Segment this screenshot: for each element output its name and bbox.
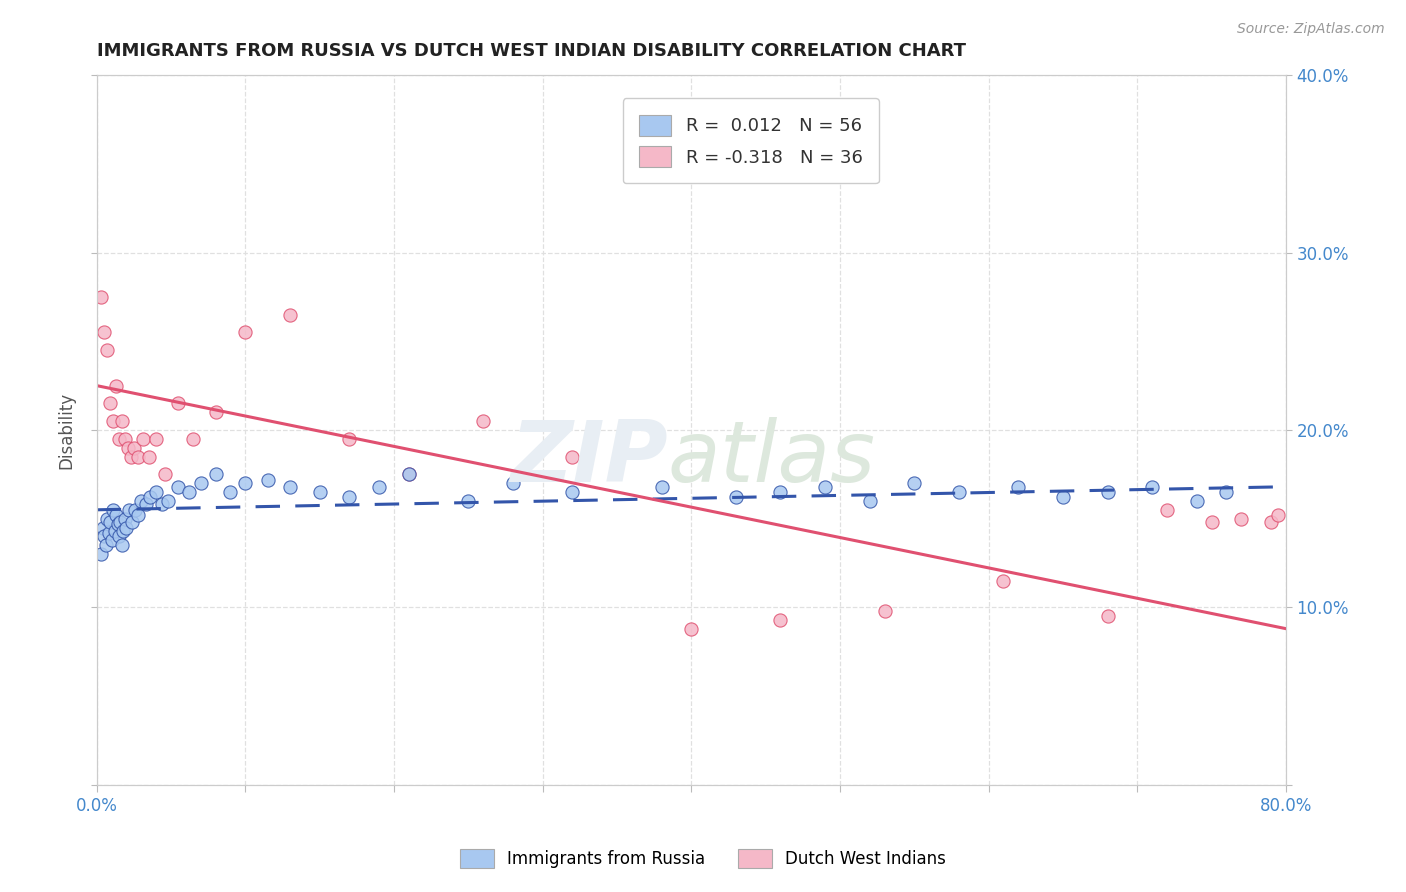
Point bbox=[167, 396, 190, 410]
Point bbox=[948, 485, 970, 500]
Point bbox=[98, 515, 121, 529]
Point bbox=[256, 473, 278, 487]
Point bbox=[114, 432, 136, 446]
Point bbox=[903, 476, 925, 491]
Point bbox=[1007, 480, 1029, 494]
Point bbox=[117, 441, 139, 455]
Point bbox=[107, 516, 129, 531]
Point bbox=[167, 480, 190, 494]
Point bbox=[993, 574, 1015, 588]
Point bbox=[157, 494, 180, 508]
Point bbox=[681, 622, 703, 636]
Point bbox=[150, 498, 173, 512]
Point bbox=[112, 524, 135, 538]
Point bbox=[651, 480, 673, 494]
Point bbox=[1230, 511, 1253, 525]
Point bbox=[873, 604, 896, 618]
Point bbox=[398, 467, 420, 482]
Point bbox=[308, 485, 330, 500]
Point bbox=[145, 432, 167, 446]
Point bbox=[114, 511, 136, 525]
Point bbox=[132, 432, 155, 446]
Point bbox=[121, 515, 143, 529]
Point bbox=[111, 414, 134, 428]
Point bbox=[124, 503, 146, 517]
Text: Source: ZipAtlas.com: Source: ZipAtlas.com bbox=[1237, 22, 1385, 37]
Point bbox=[472, 414, 495, 428]
Point bbox=[1260, 515, 1282, 529]
Point bbox=[1215, 485, 1237, 500]
Point bbox=[135, 498, 157, 512]
Text: IMMIGRANTS FROM RUSSIA VS DUTCH WEST INDIAN DISABILITY CORRELATION CHART: IMMIGRANTS FROM RUSSIA VS DUTCH WEST IND… bbox=[97, 42, 966, 60]
Point bbox=[398, 467, 420, 482]
Point bbox=[145, 485, 167, 500]
Point bbox=[1052, 491, 1074, 505]
Point bbox=[105, 508, 128, 522]
Point bbox=[769, 613, 792, 627]
Point bbox=[278, 308, 301, 322]
Point bbox=[190, 476, 212, 491]
Point bbox=[1097, 609, 1119, 624]
Point bbox=[90, 547, 112, 561]
Point bbox=[108, 432, 131, 446]
Point bbox=[138, 450, 160, 464]
Point bbox=[859, 494, 882, 508]
Point bbox=[1156, 503, 1178, 517]
Point bbox=[235, 476, 257, 491]
Point bbox=[1267, 508, 1289, 522]
Point bbox=[93, 529, 115, 543]
Point bbox=[103, 524, 125, 538]
Point bbox=[110, 515, 132, 529]
Point bbox=[101, 503, 124, 517]
Point bbox=[339, 491, 361, 505]
Point bbox=[115, 520, 138, 534]
Legend: R =  0.012   N = 56, R = -0.318   N = 36: R = 0.012 N = 56, R = -0.318 N = 36 bbox=[623, 98, 879, 184]
Point bbox=[1097, 485, 1119, 500]
Point bbox=[111, 538, 134, 552]
Point bbox=[153, 467, 176, 482]
Point bbox=[204, 405, 226, 419]
Point bbox=[90, 290, 112, 304]
Point bbox=[100, 533, 122, 547]
Point bbox=[93, 326, 115, 340]
Point bbox=[127, 508, 149, 522]
Point bbox=[98, 396, 121, 410]
Point bbox=[814, 480, 837, 494]
Point bbox=[219, 485, 242, 500]
Point bbox=[139, 491, 162, 505]
Point bbox=[183, 432, 205, 446]
Legend: Immigrants from Russia, Dutch West Indians: Immigrants from Russia, Dutch West India… bbox=[454, 842, 952, 875]
Point bbox=[204, 467, 226, 482]
Point bbox=[769, 485, 792, 500]
Point bbox=[127, 450, 149, 464]
Point bbox=[561, 485, 583, 500]
Point bbox=[97, 525, 120, 540]
Text: ZIP: ZIP bbox=[510, 417, 668, 500]
Point bbox=[96, 511, 118, 525]
Point bbox=[129, 494, 152, 508]
Point bbox=[1201, 515, 1223, 529]
Point bbox=[94, 538, 117, 552]
Point bbox=[1185, 494, 1208, 508]
Point bbox=[339, 432, 361, 446]
Point bbox=[108, 529, 131, 543]
Point bbox=[235, 326, 257, 340]
Point bbox=[368, 480, 391, 494]
Point bbox=[177, 485, 200, 500]
Text: atlas: atlas bbox=[668, 417, 876, 500]
Point bbox=[561, 450, 583, 464]
Point bbox=[278, 480, 301, 494]
Point bbox=[101, 414, 124, 428]
Point bbox=[1140, 480, 1163, 494]
Point bbox=[120, 450, 142, 464]
Point bbox=[502, 476, 524, 491]
Point bbox=[724, 491, 747, 505]
Point bbox=[105, 378, 128, 392]
Point bbox=[122, 441, 145, 455]
Point bbox=[457, 494, 479, 508]
Point bbox=[96, 343, 118, 358]
Y-axis label: Disability: Disability bbox=[58, 392, 75, 468]
Point bbox=[118, 503, 141, 517]
Point bbox=[91, 520, 114, 534]
